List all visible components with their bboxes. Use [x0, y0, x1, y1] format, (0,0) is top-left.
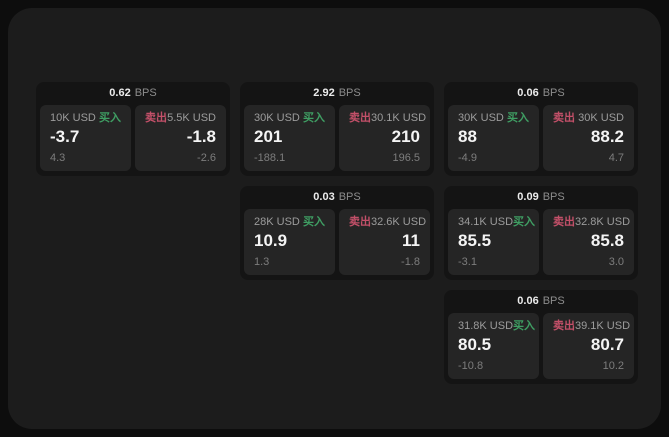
sell-tag: 卖出	[349, 216, 371, 228]
bps-value: 0.06	[517, 295, 539, 307]
buy-price: 80.5	[458, 335, 492, 354]
card-header: 0.09 BPS	[444, 186, 638, 209]
quote-card: 0.09 BPS 34.1K USD 买入 85.5 -3.1 卖出 32.8K…	[444, 186, 638, 280]
sell-change: 10.2	[602, 360, 624, 372]
buy-amount: 31.8K USD	[458, 320, 514, 332]
sell-change: -2.6	[197, 152, 216, 164]
bps-unit: BPS	[542, 87, 565, 99]
buy-tag: 买入	[513, 216, 536, 228]
bps-unit: BPS	[542, 295, 565, 307]
app-window: 0.62 BPS 10K USD 买入 -3.7 4.3 卖出 5.5K USD	[8, 8, 661, 429]
quote-card: 0.06 BPS 30K USD 买入 88 -4.9 卖出 30K USD	[444, 82, 638, 176]
card-header: 0.03 BPS	[240, 186, 434, 209]
sell-panel[interactable]: 卖出 39.1K USD 80.7 10.2	[543, 313, 634, 379]
buy-amount: 10K USD	[50, 112, 96, 124]
buy-panel[interactable]: 31.8K USD 买入 80.5 -10.8	[448, 313, 539, 379]
buy-tag: 买入	[99, 112, 121, 124]
bps-unit: BPS	[134, 87, 157, 99]
sell-price: 80.7	[590, 335, 624, 354]
bps-value: 0.03	[313, 191, 335, 203]
buy-tag: 买入	[513, 320, 536, 332]
sell-change: 4.7	[608, 152, 624, 164]
buy-panel[interactable]: 30K USD 买入 88 -4.9	[448, 105, 539, 171]
buy-tag: 买入	[303, 216, 325, 228]
quote-cards-grid: 0.62 BPS 10K USD 买入 -3.7 4.3 卖出 5.5K USD	[36, 82, 638, 384]
sell-amount: 39.1K USD	[575, 320, 631, 332]
sell-panel[interactable]: 卖出 5.5K USD -1.8 -2.6	[135, 105, 226, 171]
buy-amount: 30K USD	[254, 112, 300, 124]
sell-tag: 卖出	[349, 112, 371, 124]
buy-tag: 买入	[303, 112, 325, 124]
sell-amount: 5.5K USD	[167, 112, 216, 124]
sell-panel[interactable]: 卖出 32.8K USD 85.8 3.0	[543, 209, 634, 275]
bps-unit: BPS	[338, 191, 361, 203]
bps-value: 0.62	[109, 87, 131, 99]
buy-change: 1.3	[254, 256, 270, 268]
buy-amount: 28K USD	[254, 216, 300, 228]
buy-panel[interactable]: 10K USD 买入 -3.7 4.3	[40, 105, 131, 171]
card-body: 28K USD 买入 10.9 1.3 卖出 32.6K USD 11 -1.8	[240, 209, 434, 280]
buy-panel[interactable]: 34.1K USD 买入 85.5 -3.1	[448, 209, 539, 275]
card-header: 0.62 BPS	[36, 82, 230, 105]
sell-price: 85.8	[590, 231, 624, 250]
quote-card: 2.92 BPS 30K USD 买入 201 -188.1 卖出 30.1K …	[240, 82, 434, 176]
sell-price: 88.2	[590, 127, 624, 146]
buy-panel[interactable]: 28K USD 买入 10.9 1.3	[244, 209, 335, 275]
buy-price: 10.9	[254, 231, 288, 250]
sell-change: 3.0	[608, 256, 624, 268]
quote-card: 0.62 BPS 10K USD 买入 -3.7 4.3 卖出 5.5K USD	[36, 82, 230, 176]
bps-value: 0.09	[517, 191, 539, 203]
sell-change: 196.5	[392, 152, 420, 164]
sell-panel[interactable]: 卖出 30K USD 88.2 4.7	[543, 105, 634, 171]
bps-unit: BPS	[338, 87, 361, 99]
sell-price: -1.8	[186, 127, 216, 146]
bps-value: 0.06	[517, 87, 539, 99]
sell-tag: 卖出	[553, 320, 575, 332]
buy-amount: 30K USD	[458, 112, 504, 124]
card-body: 10K USD 买入 -3.7 4.3 卖出 5.5K USD -1.8 -2.…	[36, 105, 230, 176]
sell-amount: 32.8K USD	[575, 216, 631, 228]
quote-card: 0.03 BPS 28K USD 买入 10.9 1.3 卖出 32.6K US…	[240, 186, 434, 280]
buy-amount: 34.1K USD	[458, 216, 514, 228]
buy-price: 201	[254, 127, 283, 146]
sell-price: 210	[391, 127, 420, 146]
sell-amount: 30.1K USD	[371, 112, 427, 124]
buy-price: -3.7	[50, 127, 80, 146]
card-body: 30K USD 买入 201 -188.1 卖出 30.1K USD 210 1…	[240, 105, 434, 176]
sell-change: -1.8	[401, 256, 420, 268]
card-header: 2.92 BPS	[240, 82, 434, 105]
buy-tag: 买入	[507, 112, 529, 124]
buy-change: -4.9	[458, 152, 477, 164]
buy-price: 88	[458, 127, 477, 146]
buy-price: 85.5	[458, 231, 492, 250]
buy-change: -3.1	[458, 256, 477, 268]
buy-change: 4.3	[50, 152, 66, 164]
bps-unit: BPS	[542, 191, 565, 203]
buy-change: -188.1	[254, 152, 286, 164]
card-header: 0.06 BPS	[444, 290, 638, 313]
sell-tag: 卖出	[553, 216, 575, 228]
quote-card: 0.06 BPS 31.8K USD 买入 80.5 -10.8 卖出 39.1…	[444, 290, 638, 384]
card-body: 34.1K USD 买入 85.5 -3.1 卖出 32.8K USD 85.8…	[444, 209, 638, 280]
sell-tag: 卖出	[145, 112, 167, 124]
sell-panel[interactable]: 卖出 32.6K USD 11 -1.8	[339, 209, 430, 275]
buy-panel[interactable]: 30K USD 买入 201 -188.1	[244, 105, 335, 171]
card-body: 31.8K USD 买入 80.5 -10.8 卖出 39.1K USD 80.…	[444, 313, 638, 384]
bps-value: 2.92	[313, 87, 335, 99]
sell-amount: 30K USD	[578, 112, 624, 124]
sell-price: 11	[402, 231, 420, 250]
card-body: 30K USD 买入 88 -4.9 卖出 30K USD 88.2 4.7	[444, 105, 638, 176]
sell-panel[interactable]: 卖出 30.1K USD 210 196.5	[339, 105, 430, 171]
sell-amount: 32.6K USD	[371, 216, 427, 228]
buy-change: -10.8	[458, 360, 484, 372]
sell-tag: 卖出	[553, 112, 575, 124]
card-header: 0.06 BPS	[444, 82, 638, 105]
